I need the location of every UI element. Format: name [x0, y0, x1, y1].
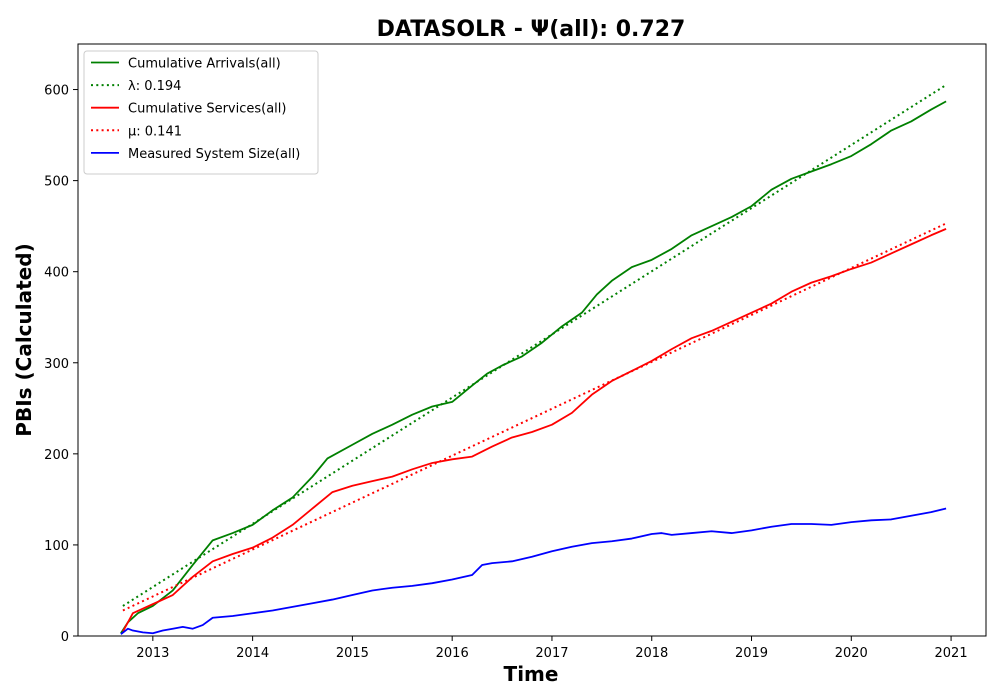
x-axis-label: Time — [504, 662, 559, 686]
x-tick-label: 2016 — [436, 646, 469, 661]
x-tick-label: 2014 — [236, 646, 269, 661]
legend-label-0-194: λ: 0.194 — [128, 79, 181, 94]
legend-label-cumulative-services-all: Cumulative Services(all) — [128, 102, 286, 117]
y-tick-label: 500 — [44, 175, 69, 190]
y-tick-label: 0 — [61, 630, 69, 645]
x-tick-label: 2017 — [535, 646, 568, 661]
x-tick-label: 2015 — [336, 646, 369, 661]
series-line-cumulative-services-all — [122, 228, 947, 632]
chart-title: DATASOLR - Ψ(all): 0.727 — [377, 17, 686, 42]
legend: Cumulative Arrivals(all) λ: 0.194 Cumulati… — [83, 50, 319, 175]
plot-area — [120, 84, 947, 635]
y-axis-label: PBIs (Calculated) — [12, 243, 36, 436]
series-line-0-141 — [122, 222, 947, 612]
x-axis: 2013 2014 2015 2016 2017 2018 2019 2020 2021 — [136, 636, 968, 661]
y-tick-label: 400 — [44, 266, 69, 281]
x-tick-label: 2013 — [136, 646, 169, 661]
series-line-measured-system-size-all — [120, 507, 947, 635]
plot-frame — [77, 43, 987, 637]
legend-label-cumulative-arrivals-all: Cumulative Arrivals(all) — [128, 57, 281, 72]
y-tick-label: 200 — [44, 448, 69, 463]
y-tick-label: 300 — [44, 357, 69, 372]
series-line-0-194 — [122, 84, 947, 607]
legend-box — [83, 50, 319, 175]
y-tick-label: 100 — [44, 539, 69, 554]
legend-label-measured-system-size-all: Measured System Size(all) — [128, 147, 300, 162]
legend-label-0-141: μ: 0.141 — [128, 124, 182, 139]
x-tick-label: 2019 — [735, 646, 768, 661]
x-tick-label: 2020 — [835, 646, 868, 661]
y-tick-label: 600 — [44, 84, 69, 99]
y-axis: 0 100 200 300 400 500 600 — [44, 84, 78, 645]
x-tick-label: 2021 — [935, 646, 968, 661]
x-tick-label: 2018 — [635, 646, 668, 661]
